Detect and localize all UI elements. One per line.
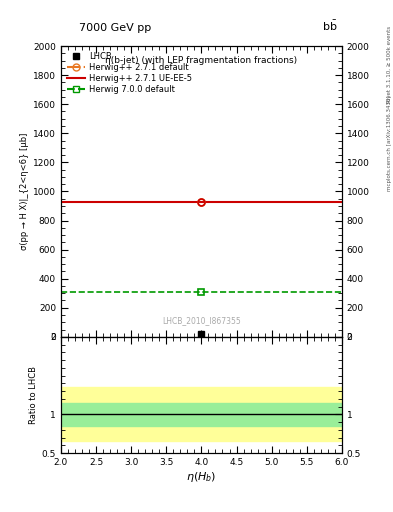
- Text: LHCB_2010_I867355: LHCB_2010_I867355: [162, 316, 241, 325]
- Bar: [61, 387, 342, 441]
- Bar: [61, 403, 342, 426]
- X-axis label: $\eta(H_b)$: $\eta(H_b)$: [186, 470, 217, 484]
- Text: η(b-jet) (with LEP fragmentation fractions): η(b-jet) (with LEP fragmentation fractio…: [105, 56, 298, 65]
- Y-axis label: σ(pp → H X)|_{2<η<6} [µb]: σ(pp → H X)|_{2<η<6} [µb]: [20, 133, 29, 250]
- Text: Rivet 3.1.10, ≥ 500k events: Rivet 3.1.10, ≥ 500k events: [387, 26, 392, 102]
- Text: 7000 GeV pp: 7000 GeV pp: [79, 23, 151, 33]
- Text: b$\bar{\mathrm{b}}$: b$\bar{\mathrm{b}}$: [323, 19, 338, 33]
- Text: mcplots.cern.ch [arXiv:1306.3436]: mcplots.cern.ch [arXiv:1306.3436]: [387, 96, 392, 191]
- Y-axis label: Ratio to LHCB: Ratio to LHCB: [29, 366, 37, 424]
- Legend: LHCB, Herwig++ 2.7.1 default, Herwig++ 2.7.1 UE-EE-5, Herwig 7.0.0 default: LHCB, Herwig++ 2.7.1 default, Herwig++ 2…: [65, 50, 194, 96]
